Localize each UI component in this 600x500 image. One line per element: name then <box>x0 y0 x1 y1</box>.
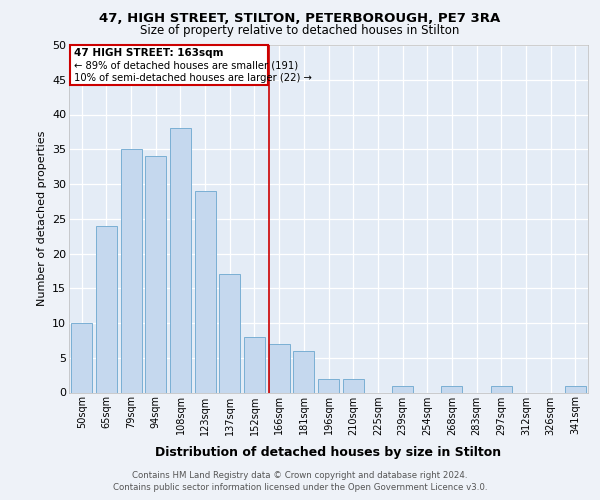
Bar <box>565 386 586 392</box>
Bar <box>392 386 413 392</box>
Bar <box>170 128 191 392</box>
Bar <box>244 337 265 392</box>
Bar <box>96 226 117 392</box>
Text: Contains HM Land Registry data © Crown copyright and database right 2024.: Contains HM Land Registry data © Crown c… <box>132 472 468 480</box>
FancyBboxPatch shape <box>70 45 268 86</box>
Bar <box>121 149 142 392</box>
X-axis label: Distribution of detached houses by size in Stilton: Distribution of detached houses by size … <box>155 446 502 459</box>
Text: ← 89% of detached houses are smaller (191): ← 89% of detached houses are smaller (19… <box>74 61 298 71</box>
Bar <box>145 156 166 392</box>
Text: Contains public sector information licensed under the Open Government Licence v3: Contains public sector information licen… <box>113 484 487 492</box>
Y-axis label: Number of detached properties: Number of detached properties <box>37 131 47 306</box>
Text: 10% of semi-detached houses are larger (22) →: 10% of semi-detached houses are larger (… <box>74 74 311 84</box>
Bar <box>491 386 512 392</box>
Text: Size of property relative to detached houses in Stilton: Size of property relative to detached ho… <box>140 24 460 37</box>
Bar <box>293 351 314 393</box>
Bar <box>318 378 339 392</box>
Bar <box>442 386 463 392</box>
Bar <box>220 274 241 392</box>
Bar <box>71 323 92 392</box>
Text: 47 HIGH STREET: 163sqm: 47 HIGH STREET: 163sqm <box>74 48 223 58</box>
Bar <box>343 378 364 392</box>
Bar <box>269 344 290 393</box>
Text: 47, HIGH STREET, STILTON, PETERBOROUGH, PE7 3RA: 47, HIGH STREET, STILTON, PETERBOROUGH, … <box>100 12 500 25</box>
Bar <box>194 191 215 392</box>
